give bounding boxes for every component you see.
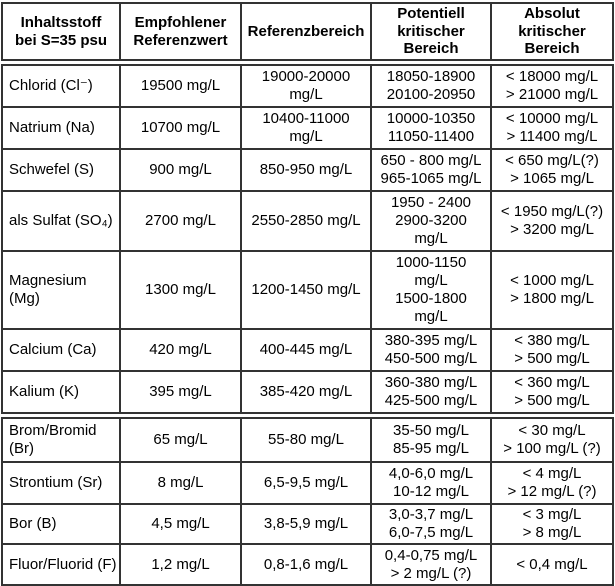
- header-cell-absolutely-critical: Absolut kritischer Bereich: [490, 1, 614, 62]
- recommended-value-cell: 900 mg/L: [119, 148, 242, 193]
- table-row-magnesium: Magnesium (Mg) 1300 mg/L 1200-1450 mg/L …: [1, 250, 614, 331]
- recommended-value-cell: 4,5 mg/L: [119, 503, 242, 546]
- absolutely-critical-cell: < 380 mg/L > 500 mg/L: [490, 328, 614, 373]
- absolutely-critical-cell: < 10000 mg/L > 11400 mg/L: [490, 106, 614, 151]
- absolutely-critical-cell: < 4 mg/L > 12 mg/L (?): [490, 461, 614, 506]
- table-body-minor-elements: Brom/Bromid (Br) 65 mg/L 55-80 mg/L 35-5…: [1, 417, 614, 586]
- reference-range-cell: 55-80 mg/L: [240, 417, 372, 464]
- absolutely-critical-cell: < 1000 mg/L > 1800 mg/L: [490, 250, 614, 331]
- substance-cell: Calcium (Ca): [1, 328, 121, 373]
- substance-cell: Kalium (K): [1, 370, 121, 415]
- table-row-chlorid: Chlorid (Cl⁻) 19500 mg/L 19000-20000 mg/…: [1, 64, 614, 109]
- reference-range-cell: 10400-11000 mg/L: [240, 106, 372, 151]
- absolutely-critical-cell: < 3 mg/L > 8 mg/L: [490, 503, 614, 546]
- header-cell-potentially-critical: Potentiell kritischer Bereich: [370, 1, 492, 62]
- substance-cell: Magnesium (Mg): [1, 250, 121, 331]
- table-row-strontium: Strontium (Sr) 8 mg/L 6,5-9,5 mg/L 4,0-6…: [1, 461, 614, 506]
- table-body-major-elements: Chlorid (Cl⁻) 19500 mg/L 19000-20000 mg/…: [1, 64, 614, 415]
- recommended-value-cell: 19500 mg/L: [119, 64, 242, 109]
- potentially-critical-cell: 18050-18900 20100-20950: [370, 64, 492, 109]
- potentially-critical-cell: 380-395 mg/L 450-500 mg/L: [370, 328, 492, 373]
- reference-range-cell: 850-950 mg/L: [240, 148, 372, 193]
- substance-cell: Fluor/Fluorid (F): [1, 543, 121, 586]
- reference-range-cell: 3,8-5,9 mg/L: [240, 503, 372, 546]
- substance-cell: als Sulfat (SO₄): [1, 190, 121, 253]
- potentially-critical-cell: 650 - 800 mg/L 965-1065 mg/L: [370, 148, 492, 193]
- header-cell-substance: Inhaltsstoff bei S=35 psu: [1, 1, 121, 62]
- header-cell-recommended-value: Empfohlener Referenzwert: [119, 1, 242, 62]
- table-row-natrium: Natrium (Na) 10700 mg/L 10400-11000 mg/L…: [1, 106, 614, 151]
- table-row-schwefel: Schwefel (S) 900 mg/L 850-950 mg/L 650 -…: [1, 148, 614, 193]
- reference-range-cell: 6,5-9,5 mg/L: [240, 461, 372, 506]
- potentially-critical-cell: 1950 - 2400 2900-3200 mg/L: [370, 190, 492, 253]
- absolutely-critical-cell: < 18000 mg/L > 21000 mg/L: [490, 64, 614, 109]
- table-row-brom: Brom/Bromid (Br) 65 mg/L 55-80 mg/L 35-5…: [1, 417, 614, 464]
- absolutely-critical-cell: < 360 mg/L > 500 mg/L: [490, 370, 614, 415]
- reference-range-cell: 19000-20000 mg/L: [240, 64, 372, 109]
- potentially-critical-cell: 0,4-0,75 mg/L > 2 mg/L (?): [370, 543, 492, 586]
- potentially-critical-cell: 10000-10350 11050-11400: [370, 106, 492, 151]
- table-row-bor: Bor (B) 4,5 mg/L 3,8-5,9 mg/L 3,0-3,7 mg…: [1, 503, 614, 546]
- substance-cell: Bor (B): [1, 503, 121, 546]
- reference-range-cell: 400-445 mg/L: [240, 328, 372, 373]
- recommended-value-cell: 1300 mg/L: [119, 250, 242, 331]
- header-cell-reference-range: Referenzbereich: [240, 1, 372, 62]
- potentially-critical-cell: 4,0-6,0 mg/L 10-12 mg/L: [370, 461, 492, 506]
- recommended-value-cell: 420 mg/L: [119, 328, 242, 373]
- recommended-value-cell: 395 mg/L: [119, 370, 242, 415]
- reference-range-cell: 2550-2850 mg/L: [240, 190, 372, 253]
- reference-range-cell: 0,8-1,6 mg/L: [240, 543, 372, 586]
- recommended-value-cell: 1,2 mg/L: [119, 543, 242, 586]
- potentially-critical-cell: 1000-1150 mg/L 1500-1800 mg/L: [370, 250, 492, 331]
- reference-range-cell: 385-420 mg/L: [240, 370, 372, 415]
- absolutely-critical-cell: < 0,4 mg/L: [490, 543, 614, 586]
- absolutely-critical-cell: < 650 mg/L(?) > 1065 mg/L: [490, 148, 614, 193]
- recommended-value-cell: 8 mg/L: [119, 461, 242, 506]
- substance-cell: Chlorid (Cl⁻): [1, 64, 121, 109]
- absolutely-critical-cell: < 1950 mg/L(?) > 3200 mg/L: [490, 190, 614, 253]
- recommended-value-cell: 2700 mg/L: [119, 190, 242, 253]
- header-row: Inhaltsstoff bei S=35 psu Empfohlener Re…: [1, 1, 614, 62]
- substance-cell: Natrium (Na): [1, 106, 121, 151]
- table-row-kalium: Kalium (K) 395 mg/L 385-420 mg/L 360-380…: [1, 370, 614, 415]
- potentially-critical-cell: 360-380 mg/L 425-500 mg/L: [370, 370, 492, 415]
- substance-cell: Schwefel (S): [1, 148, 121, 193]
- recommended-value-cell: 10700 mg/L: [119, 106, 242, 151]
- absolutely-critical-cell: < 30 mg/L > 100 mg/L (?): [490, 417, 614, 464]
- potentially-critical-cell: 35-50 mg/L 85-95 mg/L: [370, 417, 492, 464]
- table-header-section: Inhaltsstoff bei S=35 psu Empfohlener Re…: [1, 1, 614, 62]
- substance-cell: Brom/Bromid (Br): [1, 417, 121, 464]
- potentially-critical-cell: 3,0-3,7 mg/L 6,0-7,5 mg/L: [370, 503, 492, 546]
- table-row-sulfat: als Sulfat (SO₄) 2700 mg/L 2550-2850 mg/…: [1, 190, 614, 253]
- table-row-fluor: Fluor/Fluorid (F) 1,2 mg/L 0,8-1,6 mg/L …: [1, 543, 614, 586]
- substance-cell: Strontium (Sr): [1, 461, 121, 506]
- reference-range-cell: 1200-1450 mg/L: [240, 250, 372, 331]
- table-row-calcium: Calcium (Ca) 420 mg/L 400-445 mg/L 380-3…: [1, 328, 614, 373]
- recommended-value-cell: 65 mg/L: [119, 417, 242, 464]
